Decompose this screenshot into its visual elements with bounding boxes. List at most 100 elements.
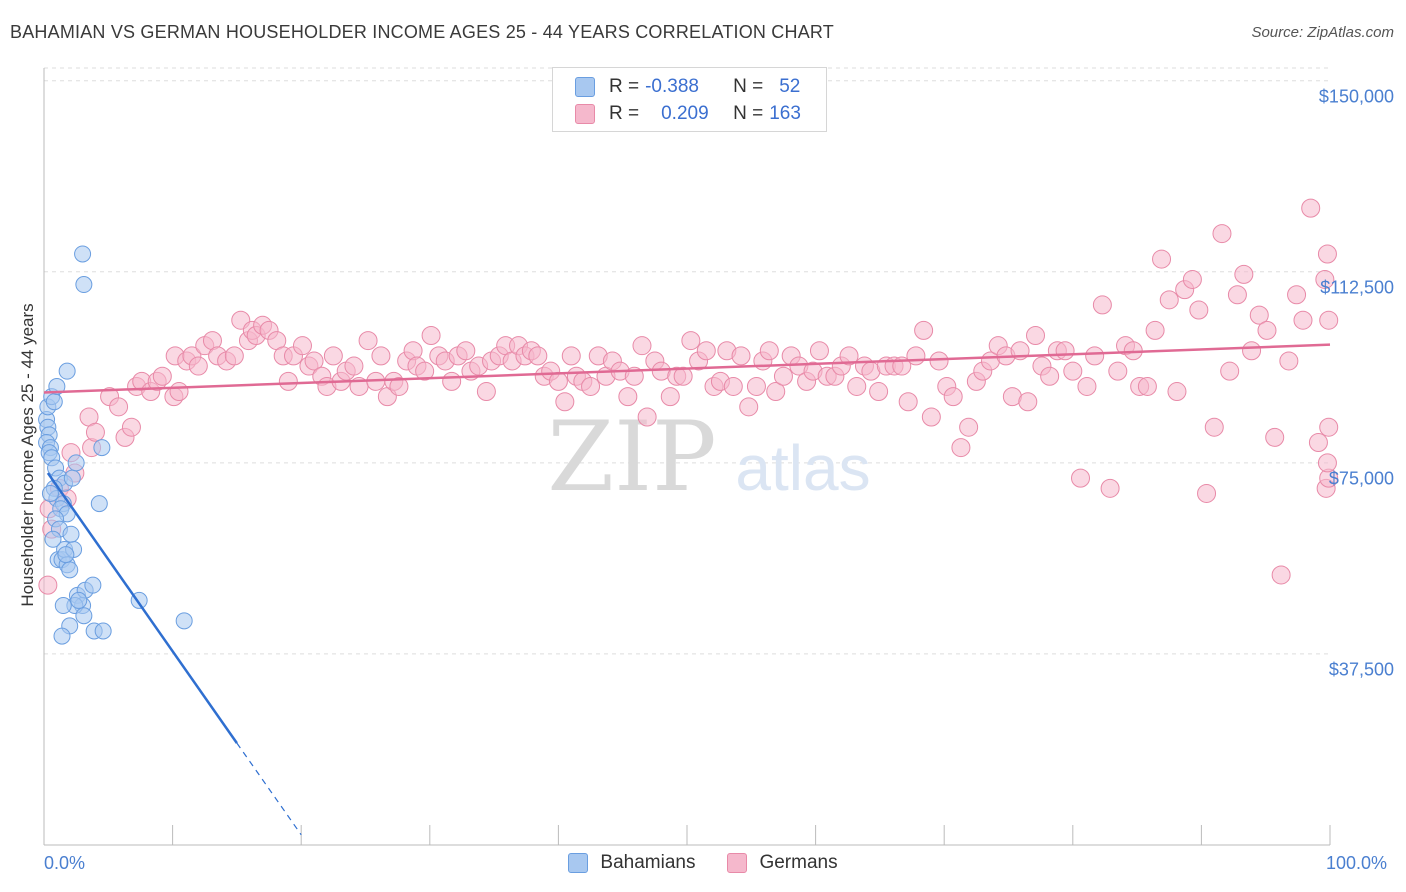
bahamian-point — [84, 576, 102, 594]
bahamian-trendline-extension — [236, 742, 302, 836]
german-point — [548, 371, 568, 391]
y-tick-label-75000: $75,000 — [1328, 468, 1394, 489]
german-point — [1055, 341, 1075, 361]
bahamian-point — [94, 622, 112, 640]
legend-r-label: R = — [609, 76, 640, 97]
german-point — [38, 575, 58, 595]
german-point — [1197, 483, 1217, 503]
bahamian-point — [90, 495, 108, 513]
y-tick-label-112500: $112,500 — [1320, 277, 1394, 298]
german-point — [1040, 366, 1060, 386]
german-point — [528, 346, 548, 366]
y-axis-label: Householder Income Ages 25 - 44 years — [18, 303, 37, 607]
german-point — [1227, 285, 1247, 305]
german-point — [1308, 432, 1328, 452]
german-point — [1108, 361, 1128, 381]
germans-swatch — [727, 853, 748, 873]
german-point — [1220, 361, 1240, 381]
german-point — [847, 376, 867, 396]
german-point — [1257, 320, 1277, 340]
y-tick-label-150000: $150,000 — [1318, 86, 1394, 107]
german-point — [1085, 346, 1105, 366]
source-label: Source: ZipAtlas.com — [1251, 24, 1394, 41]
y-tick-label-37500: $37,500 — [1328, 659, 1394, 680]
legend-item-germans[interactable]: Germans — [727, 852, 838, 874]
legend-label-germans: Germans — [759, 852, 838, 873]
german-point — [1242, 341, 1262, 361]
series-legend: Bahamians Germans — [0, 852, 1406, 874]
german-point — [1189, 300, 1209, 320]
german-point — [278, 371, 298, 391]
bahamian-point — [175, 612, 193, 630]
german-point — [1249, 305, 1269, 325]
german-point — [389, 376, 409, 396]
chart-title: BAHAMIAN VS GERMAN HOUSEHOLDER INCOME AG… — [10, 22, 834, 42]
german-point — [1293, 310, 1313, 330]
german-point — [1204, 417, 1224, 437]
bahamian-point — [58, 362, 76, 380]
german-point — [1071, 468, 1091, 488]
legend-r-label: R = — [609, 103, 640, 124]
watermark-atlas: atlas — [735, 432, 870, 504]
german-point — [731, 346, 751, 366]
german-point — [371, 346, 391, 366]
german-point — [323, 346, 343, 366]
bahamian-point — [70, 591, 88, 609]
legend-label-bahamians: Bahamians — [600, 852, 696, 873]
german-point — [121, 417, 141, 437]
german-point — [906, 346, 926, 366]
german-point — [869, 382, 889, 402]
bahamian-point — [45, 393, 63, 411]
bahamian-point — [41, 484, 59, 502]
german-point — [358, 331, 378, 351]
bahamian-trendline — [46, 472, 238, 744]
legend-item-bahamians[interactable]: Bahamians — [568, 852, 695, 874]
german-point — [1271, 565, 1291, 585]
german-point — [344, 356, 364, 376]
legend-n-label: N = — [733, 103, 764, 124]
german-point — [1182, 269, 1202, 289]
bahamian-point — [48, 377, 66, 395]
legend-n-value: 52 — [779, 76, 801, 97]
german-point — [1092, 295, 1112, 315]
german-point — [696, 341, 716, 361]
german-point — [476, 382, 496, 402]
bahamians-swatch — [575, 77, 595, 97]
legend-r-value: -0.388 — [645, 76, 699, 97]
german-point — [415, 361, 435, 381]
german-point — [1152, 249, 1172, 269]
bahamian-point — [67, 454, 85, 472]
german-point — [109, 397, 129, 417]
bahamian-point — [63, 469, 81, 487]
legend-r-value: 0.209 — [661, 103, 709, 124]
correlation-legend: R = -0.388 N = 52 R = 0.209 N = 163 — [552, 67, 827, 132]
german-point — [1301, 198, 1321, 218]
germans-swatch — [575, 104, 595, 124]
german-point — [1317, 244, 1337, 264]
german-point — [951, 438, 971, 458]
german-point — [1265, 427, 1285, 447]
bahamian-point — [57, 546, 75, 564]
german-point — [1319, 310, 1339, 330]
german-point — [1287, 285, 1307, 305]
bahamian-point — [93, 439, 111, 457]
german-point — [1077, 376, 1097, 396]
german-point — [809, 341, 829, 361]
german-point — [839, 346, 859, 366]
german-point — [681, 331, 701, 351]
german-point — [914, 320, 934, 340]
german-point — [1319, 417, 1339, 437]
german-point — [169, 382, 189, 402]
bahamians-swatch — [568, 853, 589, 873]
bahamian-point — [44, 530, 62, 548]
bahamian-point — [75, 607, 93, 625]
german-point — [1018, 392, 1038, 412]
german-point — [421, 325, 441, 345]
german-point — [898, 392, 918, 412]
german-point — [581, 376, 601, 396]
bahamian-point — [75, 276, 93, 294]
german-point — [959, 417, 979, 437]
german-trendline — [43, 343, 1331, 394]
german-point — [1137, 376, 1157, 396]
